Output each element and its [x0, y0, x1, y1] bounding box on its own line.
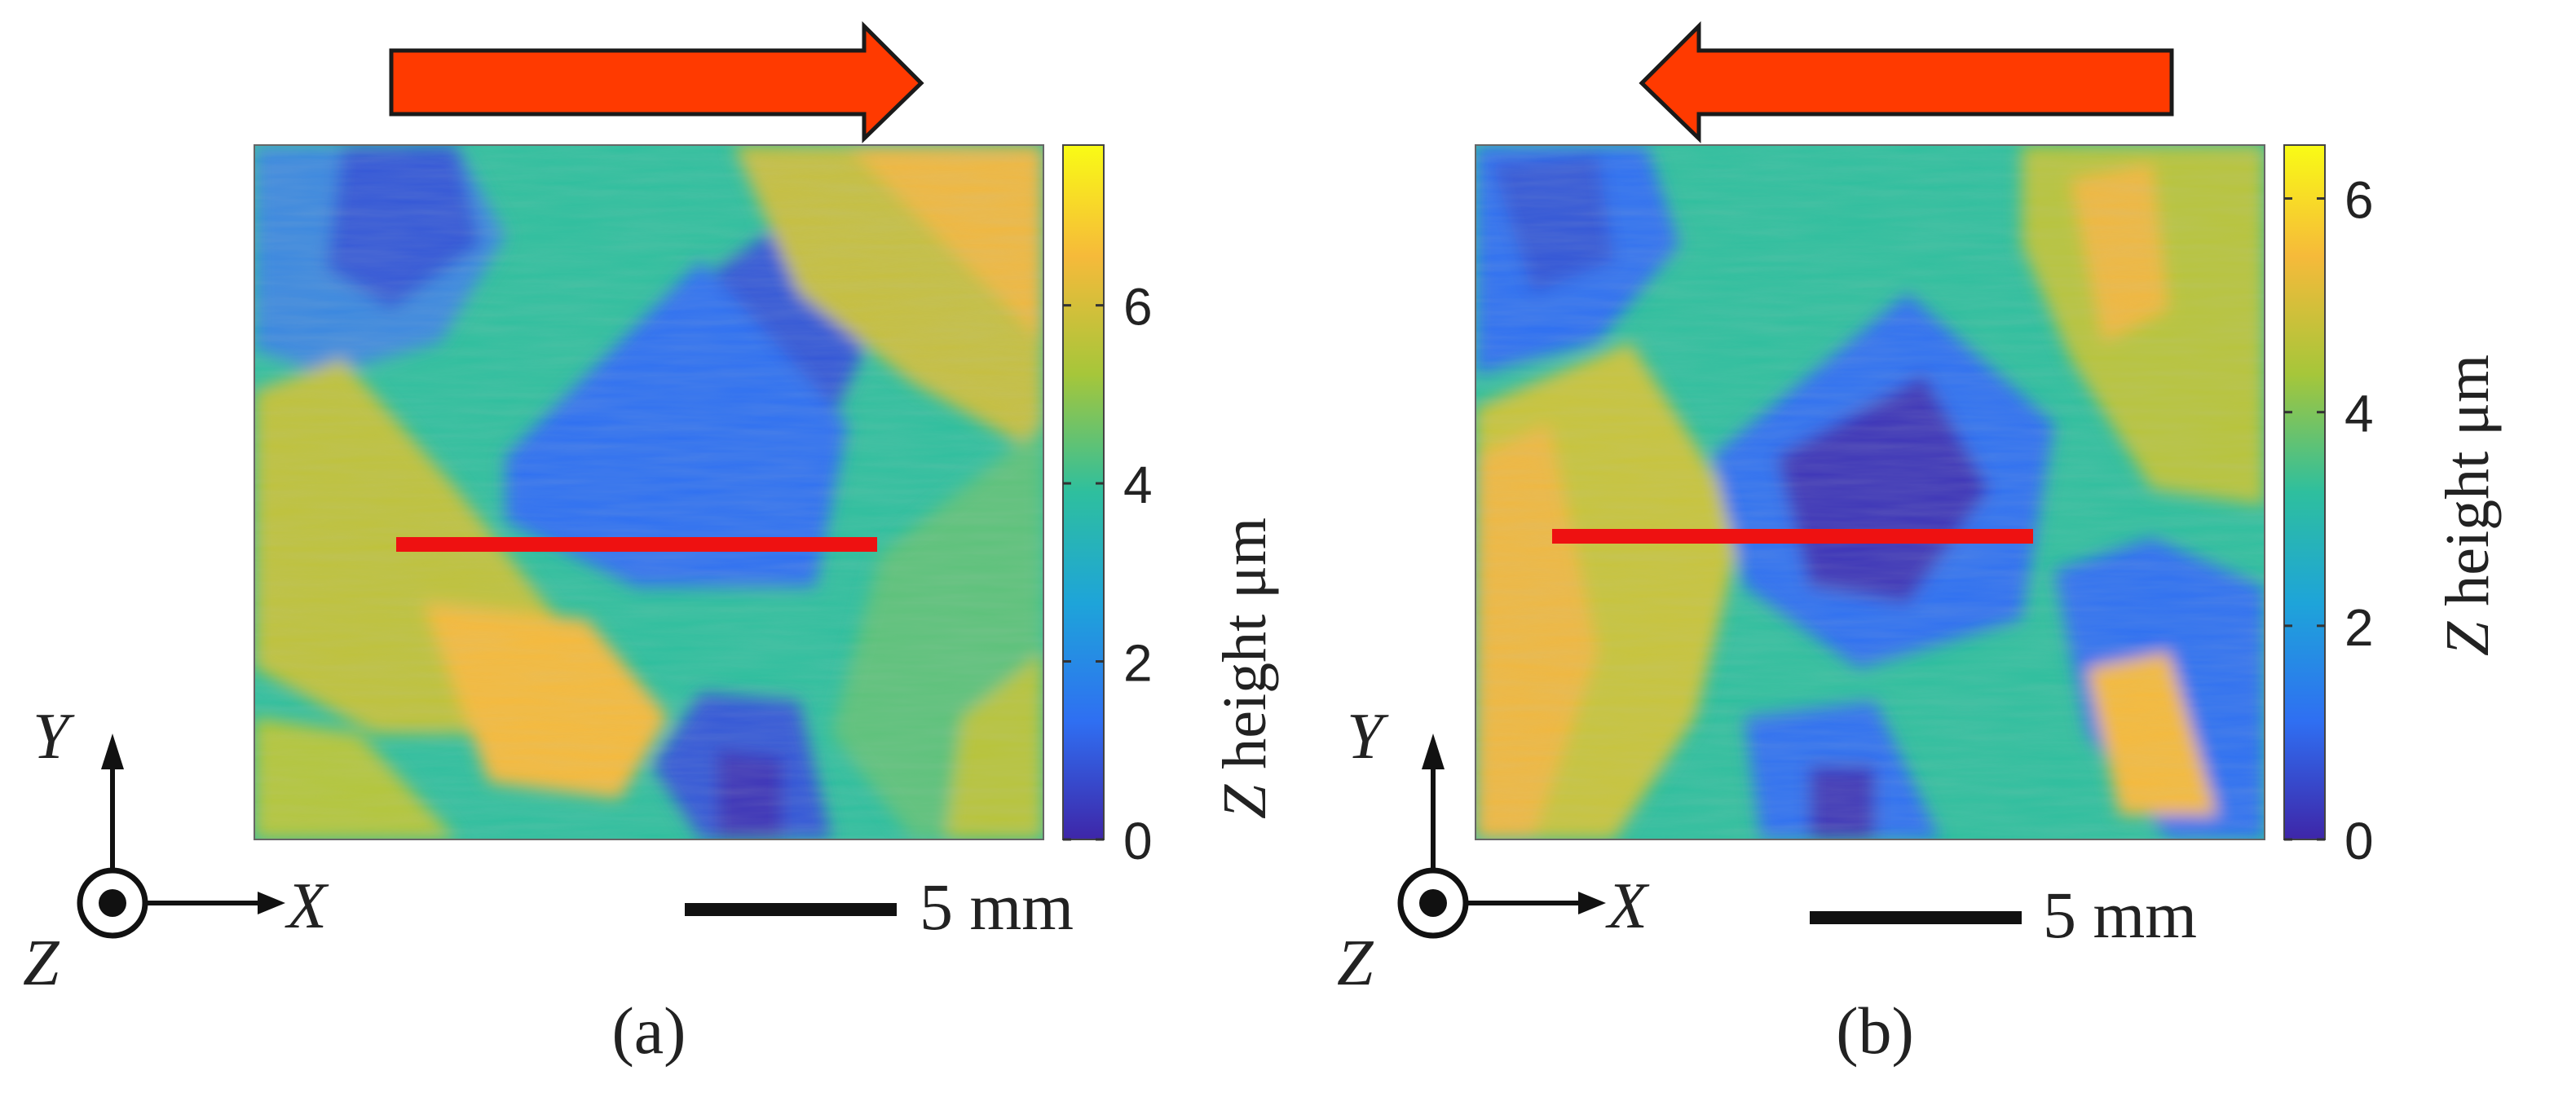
scale-bar-label: 5 mm	[920, 870, 1074, 944]
coordinate-axes: Y X Z	[1337, 701, 1650, 999]
panel-a: 0 2 4 6 Z height μm Y X Z 5 mm (a)	[23, 20, 1279, 1068]
colorbar-label-variable: Z	[2433, 621, 2502, 656]
colorbar-label: Z height μm	[2433, 355, 2502, 656]
colorbar-label-text: height μm	[1211, 518, 1279, 785]
y-axis-label: Y	[33, 701, 75, 773]
colorbar-tick-label: 6	[2344, 171, 2374, 230]
direction-arrow	[1639, 20, 2174, 143]
x-axis-label: X	[285, 870, 329, 942]
z-axis-label: Z	[1337, 927, 1374, 999]
y-axis-label: Y	[1347, 701, 1389, 773]
colorbar-tick-label: 2	[2344, 598, 2374, 657]
colorbar-tick-label: 0	[1123, 812, 1153, 870]
height-map	[1475, 144, 2265, 840]
panel-b: 0 2 4 6 Z height μm Y X Z 5 mm (b)	[1288, 0, 2576, 1097]
colorbar: 0 2 4 6	[1062, 144, 1153, 870]
colorbar-tick-label: 2	[1123, 634, 1153, 693]
scale-bar-label: 5 mm	[2043, 878, 2197, 952]
colorbar-label-variable: Z	[1211, 784, 1279, 819]
z-axis-label: Z	[23, 927, 60, 999]
x-axis-label: X	[1605, 870, 1650, 942]
colorbar-tick-label: 6	[1123, 278, 1153, 337]
colorbar-tick-label: 4	[2344, 385, 2374, 443]
direction-arrow	[389, 20, 924, 143]
height-map	[254, 144, 1044, 840]
panel-label: (a)	[611, 993, 686, 1068]
coordinate-axes: Y X Z	[23, 701, 329, 999]
colorbar: 0 2 4 6	[2283, 144, 2374, 870]
colorbar-label: Z height μm	[1211, 518, 1279, 819]
colorbar-tick-label: 4	[1123, 456, 1153, 514]
colorbar-ticks: 0 2 4 6	[2284, 171, 2374, 870]
panel-label: (b)	[1836, 993, 1914, 1068]
colorbar-tick-label: 0	[2344, 812, 2374, 870]
colorbar-label-text: height μm	[2433, 355, 2502, 622]
colorbar-ticks: 0 2 4 6	[1063, 278, 1153, 870]
